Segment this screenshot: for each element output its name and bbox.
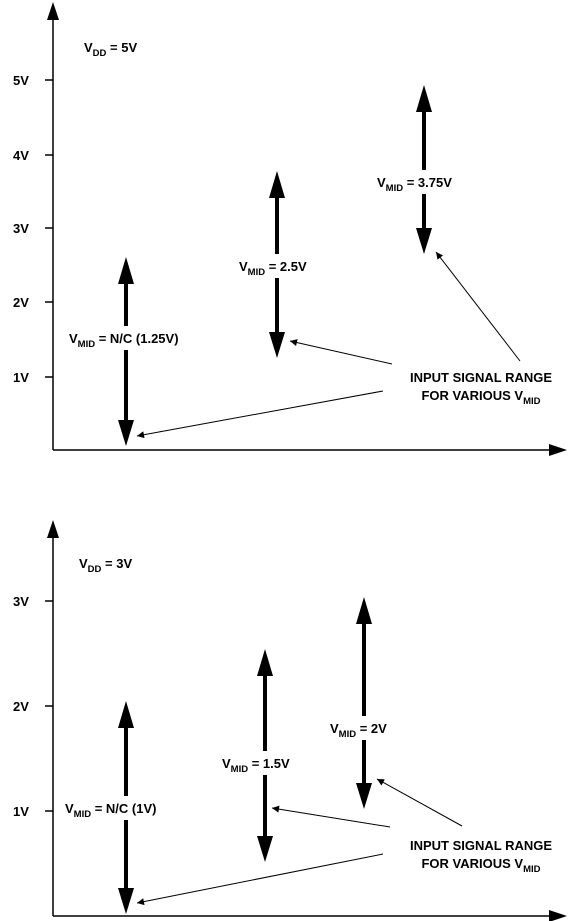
y-tick-label: 3V [13, 594, 29, 609]
y-tick-label: 1V [13, 370, 29, 385]
y-tick-label: 2V [13, 699, 29, 714]
range-arrowhead-up [118, 257, 134, 284]
range-arrow-vmid-nc [118, 257, 134, 446]
callout-line-2: FOR VARIOUS VMID [421, 856, 540, 875]
range-arrowhead-up [416, 85, 432, 112]
range-arrowhead-down [257, 836, 273, 862]
y-tick-label: 4V [13, 148, 29, 163]
label-mask [62, 796, 214, 820]
callout-leader-lines [136, 251, 521, 439]
range-arrowhead-down [118, 420, 134, 446]
range-arrow-vmid-3-75v [416, 85, 432, 254]
range-arrowhead-down [269, 332, 285, 358]
range-label-vmid-1-5v: VMID = 1.5V [222, 756, 290, 775]
leader-line [376, 778, 463, 827]
callout-line-1: INPUT SIGNAL RANGE [410, 838, 552, 853]
y-axis-arrowhead [47, 2, 59, 20]
range-arrowhead-up [269, 171, 285, 198]
label-mask [236, 254, 330, 278]
range-arrow-vmid-2v [356, 597, 372, 809]
leader-line [289, 339, 393, 365]
leader-line [271, 805, 391, 828]
label-mask [327, 716, 407, 740]
callout-line-1: INPUT SIGNAL RANGE [410, 370, 552, 385]
y-tick-label: 5V [13, 73, 29, 88]
label-mask [374, 170, 478, 194]
x-axis-arrowhead [549, 910, 567, 921]
callout-line-2: FOR VARIOUS VMID [421, 388, 540, 407]
range-arrowhead-down [416, 228, 432, 254]
label-mask [66, 326, 258, 350]
range-arrowhead-down [118, 888, 134, 914]
x-axis-arrowhead [549, 444, 567, 456]
callout-leader-lines [136, 778, 463, 906]
range-label-vmid-2v: VMID = 2V [330, 721, 387, 740]
range-label-vmid-nc: VMID = N/C (1V) [65, 801, 156, 820]
range-arrowhead-up [118, 701, 134, 728]
label-mask [219, 751, 313, 775]
range-arrowhead-down [356, 783, 372, 809]
y-tick-label: 3V [13, 221, 29, 236]
supply-voltage-label: VDD = 5V [84, 40, 137, 59]
range-arrowhead-up [257, 649, 273, 676]
y-ticks: 1V 2V 3V 4V 5V [13, 73, 53, 385]
leader-line [136, 390, 384, 439]
diagram-vdd-3v: 1V 2V 3V VDD = 3V VMID = N/C (1V) VMID =… [13, 520, 567, 921]
axes [47, 2, 567, 456]
range-label-vmid-nc: VMID = N/C (1.25V) [69, 331, 179, 350]
range-arrowhead-up [356, 597, 372, 624]
y-tick-label: 1V [13, 804, 29, 819]
leader-line [136, 853, 384, 906]
range-label-vmid-2-5v: VMID = 2.5V [239, 259, 307, 278]
axes [47, 520, 567, 921]
supply-voltage-label: VDD = 3V [79, 556, 132, 575]
leader-line [435, 251, 521, 362]
diagram-vdd-5v: 1V 2V 3V 4V 5V VDD = 5V VMID = N/C (1.25… [13, 2, 567, 456]
y-tick-label: 2V [13, 295, 29, 310]
range-label-vmid-3-75v: VMID = 3.75V [377, 175, 452, 194]
y-axis-arrowhead [47, 520, 59, 538]
y-ticks: 1V 2V 3V [13, 594, 53, 819]
